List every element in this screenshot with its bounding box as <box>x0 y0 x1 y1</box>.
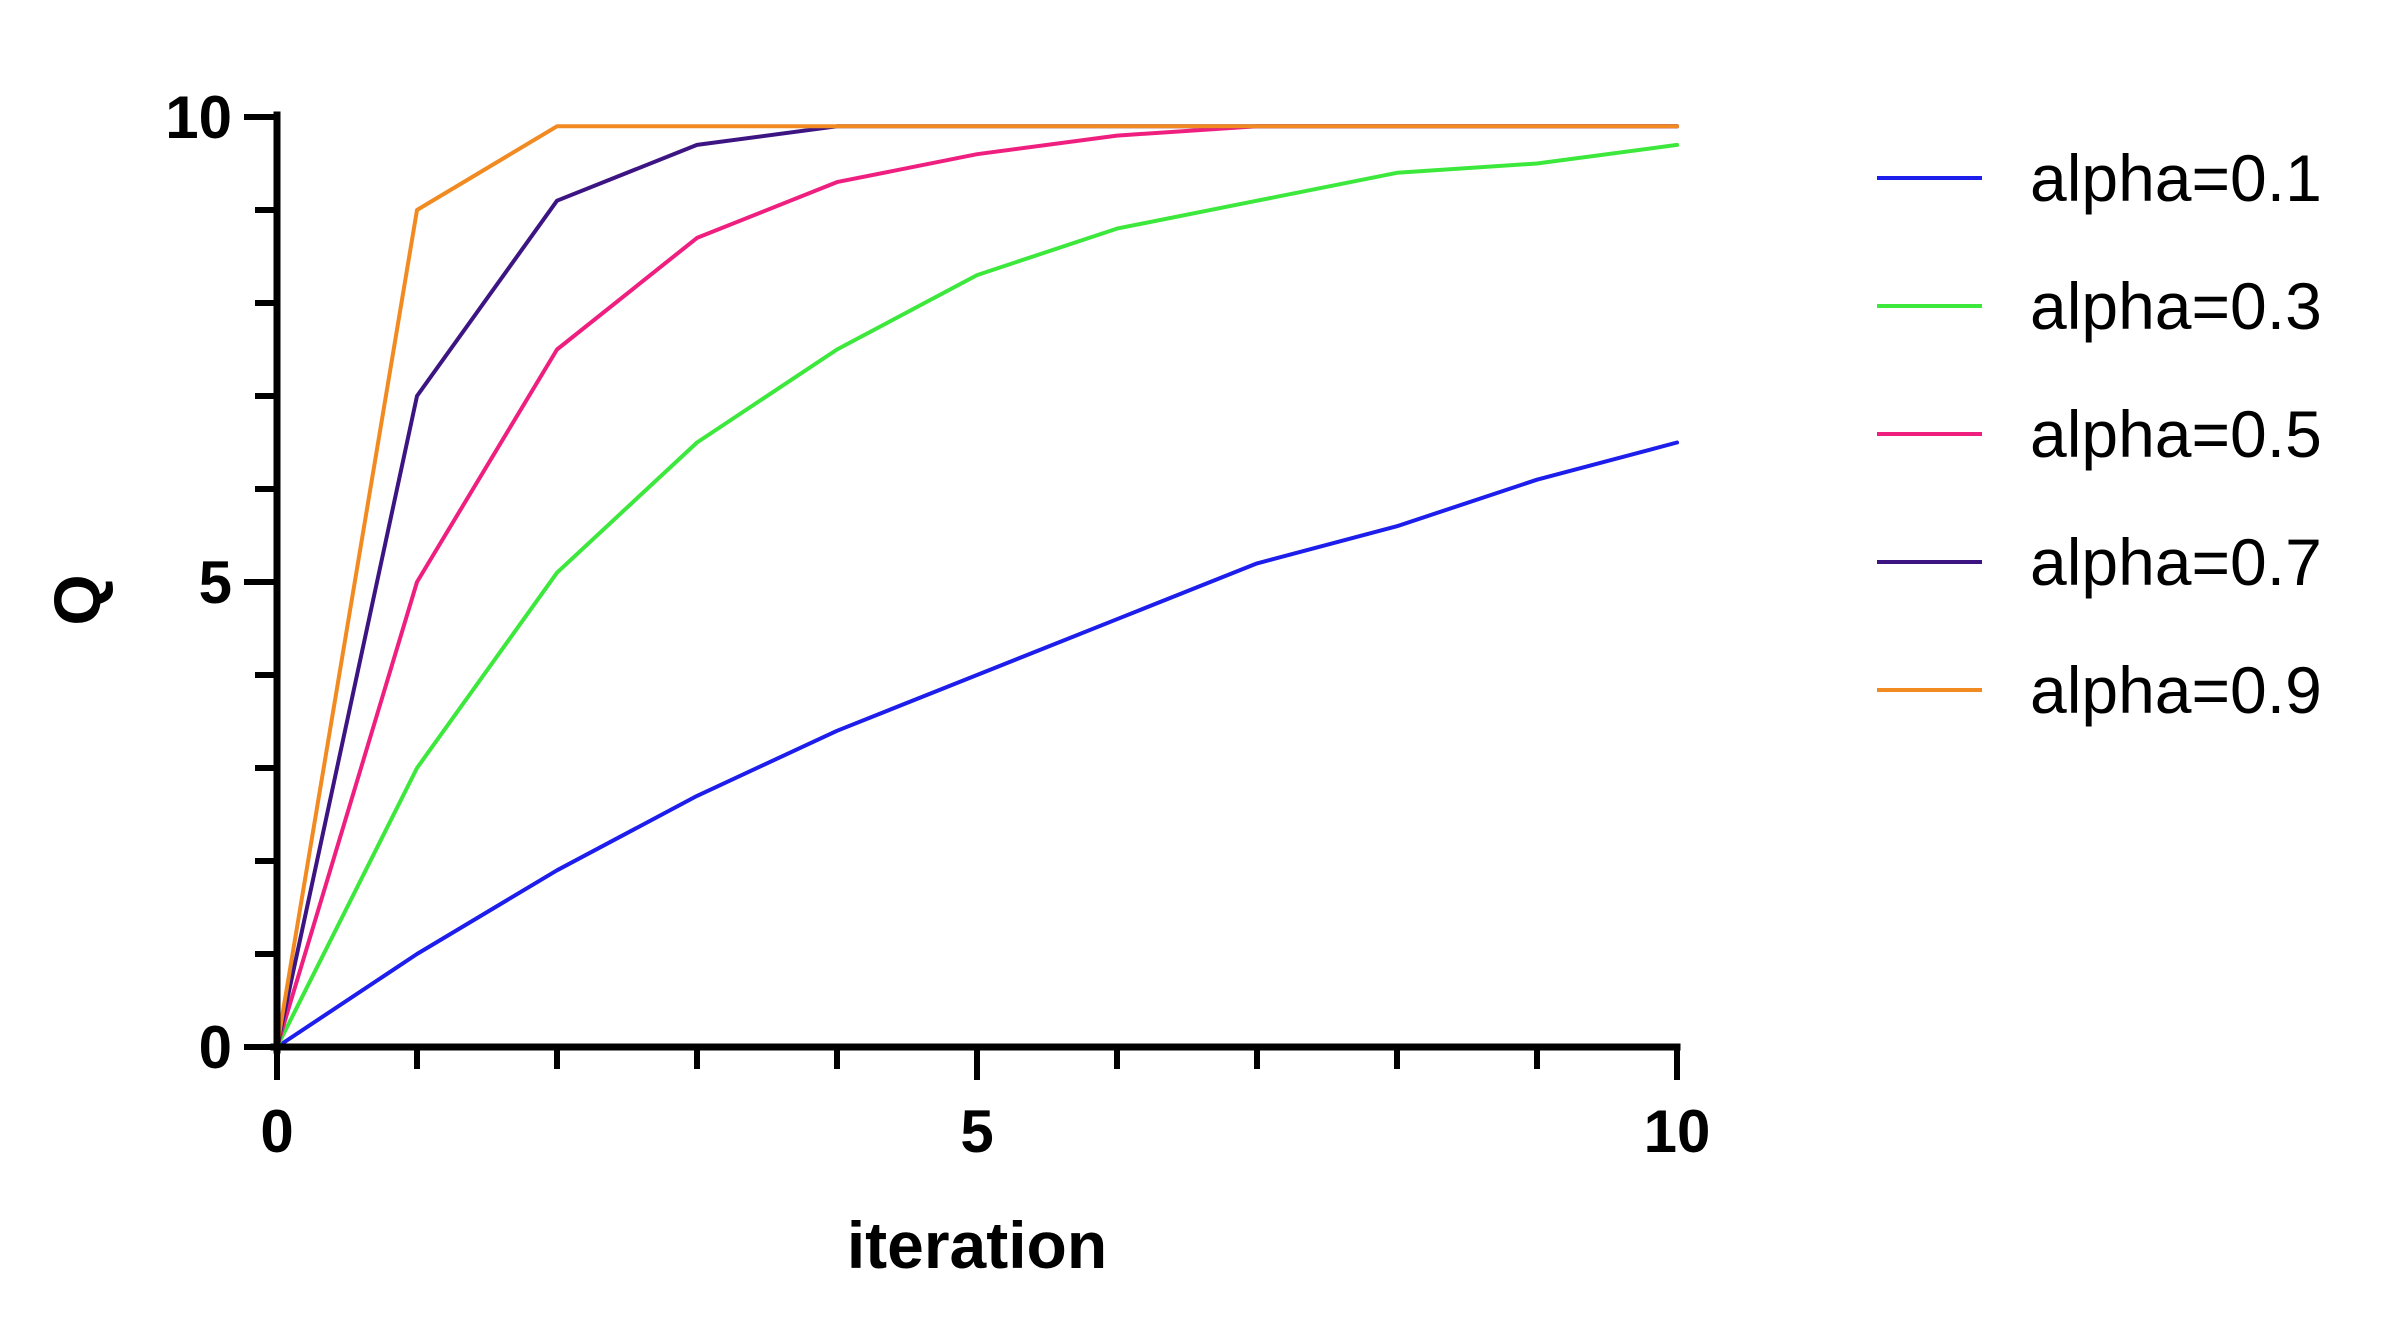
series-line-1 <box>275 440 1679 1049</box>
x-tick-label: 10 <box>1644 1098 1711 1165</box>
y-tick-label: 5 <box>199 549 232 616</box>
legend-label: alpha=0.5 <box>2030 397 2322 471</box>
tick-labels: 0 5 10 0 5 10 <box>165 84 1710 1165</box>
y-axis-title: Q <box>40 574 114 625</box>
y-tick-label: 0 <box>199 1014 232 1081</box>
series-line-5 <box>275 124 1679 1049</box>
axes <box>244 111 1681 1080</box>
x-axis-title: iteration <box>847 1208 1107 1282</box>
series-line-2 <box>275 142 1679 1049</box>
legend: alpha=0.1 alpha=0.3 alpha=0.5 alpha=0.7 alph… <box>1877 141 2322 727</box>
legend-label: alpha=0.9 <box>2030 653 2322 727</box>
legend-label: alpha=0.7 <box>2030 525 2322 599</box>
x-tick-label: 0 <box>260 1098 293 1165</box>
series-line-4 <box>275 124 1679 1049</box>
series-layer <box>275 124 1679 1049</box>
legend-label: alpha=0.3 <box>2030 269 2322 343</box>
legend-label: alpha=0.1 <box>2030 141 2322 215</box>
y-tick-label: 10 <box>165 84 232 151</box>
x-tick-label: 5 <box>960 1098 993 1165</box>
series-line-3 <box>275 124 1679 1049</box>
